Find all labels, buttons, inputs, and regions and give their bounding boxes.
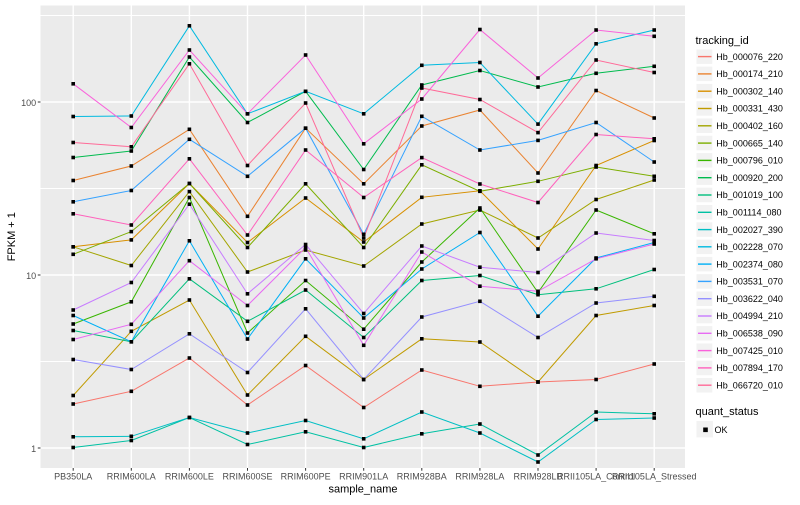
svg-text:Hb_004994_210: Hb_004994_210 <box>716 311 783 321</box>
svg-text:Hb_000331_430: Hb_000331_430 <box>716 104 783 114</box>
svg-text:RRIM600PE: RRIM600PE <box>281 472 331 482</box>
svg-text:1: 1 <box>31 444 36 454</box>
svg-text:sample_name: sample_name <box>328 484 397 496</box>
svg-text:RRIM928BA: RRIM928BA <box>397 472 447 482</box>
svg-text:Hb_007894_170: Hb_007894_170 <box>716 363 783 373</box>
svg-text:RRIM901LA: RRIM901LA <box>339 472 388 482</box>
svg-text:FPKM + 1: FPKM + 1 <box>6 212 18 261</box>
svg-text:Hb_000796_010: Hb_000796_010 <box>716 156 783 166</box>
svg-text:10: 10 <box>26 271 36 281</box>
svg-text:RRII105LA_Stressed: RRII105LA_Stressed <box>612 472 697 482</box>
svg-text:Hb_003531_070: Hb_003531_070 <box>716 277 783 287</box>
svg-text:Hb_000174_210: Hb_000174_210 <box>716 69 783 79</box>
svg-text:quant_status: quant_status <box>696 406 759 418</box>
svg-text:RRIM600LE: RRIM600LE <box>165 472 214 482</box>
svg-text:RRIM600LA: RRIM600LA <box>107 472 156 482</box>
svg-text:RRIM928LA: RRIM928LA <box>455 472 504 482</box>
svg-text:RRIM928LB: RRIM928LB <box>513 472 562 482</box>
svg-text:Hb_007425_010: Hb_007425_010 <box>716 346 783 356</box>
svg-text:Hb_006538_090: Hb_006538_090 <box>716 329 783 339</box>
svg-text:Hb_002228_070: Hb_002228_070 <box>716 242 783 252</box>
svg-text:Hb_001019_100: Hb_001019_100 <box>716 190 783 200</box>
svg-text:Hb_000076_220: Hb_000076_220 <box>716 52 783 62</box>
svg-text:Hb_066720_010: Hb_066720_010 <box>716 380 783 390</box>
svg-text:Hb_001114_080: Hb_001114_080 <box>716 208 781 218</box>
svg-text:Hb_000920_200: Hb_000920_200 <box>716 173 783 183</box>
svg-text:Hb_003622_040: Hb_003622_040 <box>716 294 783 304</box>
svg-text:RRII105LA_Control: RRII105LA_Control <box>557 472 635 482</box>
svg-text:Hb_002027_390: Hb_002027_390 <box>716 225 783 235</box>
svg-text:Hb_002374_080: Hb_002374_080 <box>716 259 783 269</box>
svg-text:PB350LA: PB350LA <box>54 472 92 482</box>
svg-text:100: 100 <box>21 98 36 108</box>
svg-text:Hb_000402_160: Hb_000402_160 <box>716 121 783 131</box>
svg-text:Hb_000302_140: Hb_000302_140 <box>716 86 783 96</box>
svg-text:RRIM600SE: RRIM600SE <box>222 472 272 482</box>
svg-text:OK: OK <box>715 425 728 435</box>
svg-text:tracking_id: tracking_id <box>696 35 749 47</box>
svg-text:Hb_000665_140: Hb_000665_140 <box>716 138 783 148</box>
